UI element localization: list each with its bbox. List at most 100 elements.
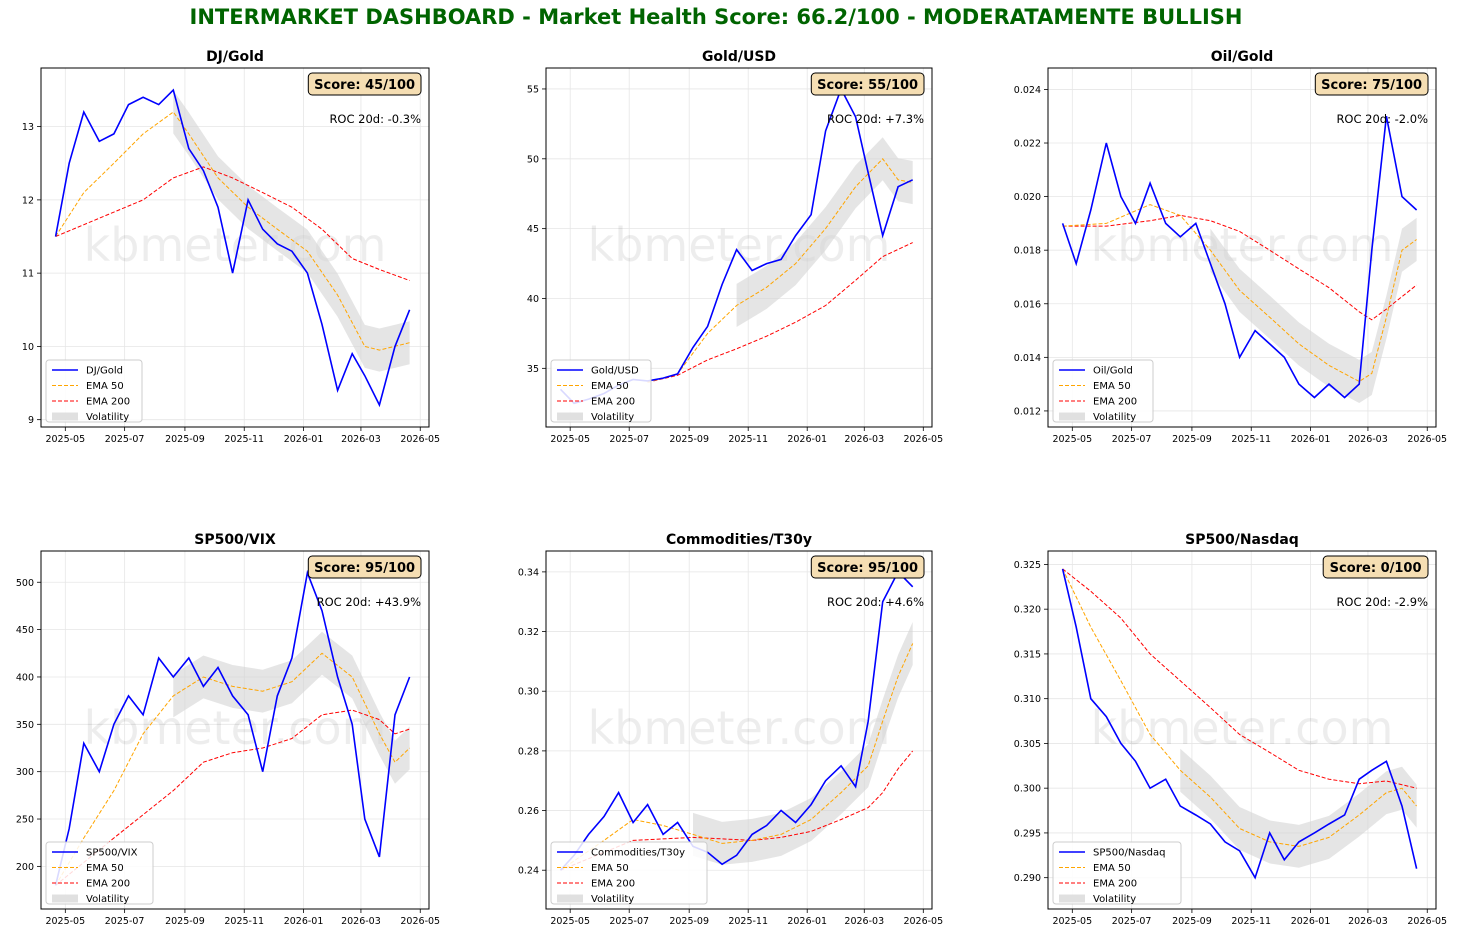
x-tick-label: 2026-01 [1291, 434, 1331, 445]
x-tick-label: 2025-05 [1052, 916, 1092, 927]
panel-title: Commodities/T30y [666, 532, 812, 548]
x-tick-label: 2026-03 [341, 916, 381, 927]
plot-frame [545, 67, 933, 428]
score-box [1314, 72, 1429, 96]
legend-label: EMA 50 [86, 381, 124, 392]
legend-label: Volatility [86, 894, 129, 905]
panel-title: DJ/Gold [206, 49, 264, 65]
y-tick-label: 0.315 [1014, 649, 1041, 660]
y-tick-label: 0.30 [518, 687, 539, 698]
x-tick-label: 2025-09 [165, 916, 205, 927]
x-tick-label: 2025-09 [669, 434, 709, 445]
y-tick-label: 0.305 [1014, 739, 1041, 750]
y-tick-label: 0.300 [1014, 784, 1041, 795]
x-tick-label: 2026-01 [1291, 916, 1331, 927]
chart-panel-3: kbmeter.com 2025-05 2025-07 2025-09 2025-11 2… [16, 532, 440, 927]
legend-box [1052, 841, 1182, 905]
y-tick-label: 0.310 [1014, 694, 1041, 705]
legend-swatch [557, 412, 583, 421]
score-box [1322, 555, 1429, 579]
watermark: kbmeter.com [588, 701, 891, 755]
x-tick-label: 2025-09 [165, 434, 205, 445]
y-tick-label: 0.014 [1014, 353, 1041, 364]
y-tick-label: 40 [527, 294, 539, 305]
legend-label: Oil/Gold [1093, 366, 1133, 377]
chart-panel-1: kbmeter.com 2025-05 2025-07 2025-09 2025-11 2… [527, 49, 943, 445]
price-line [1061, 568, 1418, 880]
legend-label: EMA 50 [1093, 381, 1131, 392]
y-tick-label: 35 [527, 364, 539, 375]
plot-frame [1047, 67, 1437, 428]
x-tick-label: 2025-11 [1231, 916, 1271, 927]
ema200-line [55, 166, 410, 281]
y-tick-label: 0.34 [518, 567, 539, 578]
legend-label: EMA 200 [1093, 397, 1137, 408]
y-tick-label: 400 [16, 672, 34, 683]
legend-swatch [557, 894, 583, 903]
x-tick-label: 2026-05 [903, 916, 943, 927]
x-tick-label: 2025-07 [609, 434, 649, 445]
legend-label: Volatility [86, 412, 129, 423]
volatility-band [693, 622, 913, 865]
x-tick-label: 2026-05 [400, 434, 440, 445]
volatility-band [173, 631, 410, 784]
score-label: Score: 95/100 [817, 561, 918, 576]
legend-label: Volatility [1093, 894, 1136, 905]
y-tick-label: 0.320 [1014, 605, 1041, 616]
ema200-line [55, 709, 410, 886]
roc-label: ROC 20d: -2.0% [1336, 112, 1428, 126]
legend-label: EMA 200 [591, 879, 635, 890]
x-tick-label: 2025-05 [1052, 434, 1092, 445]
ema50-line [55, 111, 410, 351]
panel-title: SP500/VIX [194, 532, 276, 548]
x-tick-label: 2026-01 [284, 434, 324, 445]
legend-label: EMA 200 [591, 397, 635, 408]
legend-label: EMA 50 [591, 381, 629, 392]
score-label: Score: 55/100 [817, 78, 918, 93]
x-tick-label: 2026-01 [787, 434, 827, 445]
legend-box [45, 841, 154, 905]
y-tick-label: 0.022 [1014, 139, 1041, 150]
price-line [1061, 116, 1418, 399]
legend-label: SP500/VIX [86, 848, 138, 859]
x-tick-label: 2025-05 [550, 434, 590, 445]
roc-label: ROC 20d: +43.9% [317, 595, 421, 609]
watermark: kbmeter.com [84, 701, 387, 755]
y-tick-label: 0.024 [1014, 85, 1041, 96]
x-tick-label: 2025-05 [45, 434, 85, 445]
plot-frame [40, 550, 430, 910]
legend-label: Commodities/T30y [591, 848, 685, 859]
legend-label: SP500/Nasdaq [1093, 848, 1165, 859]
price-line [54, 569, 411, 886]
legend-label: DJ/Gold [86, 366, 123, 377]
ema200-line [1062, 568, 1417, 789]
x-tick-label: 2025-07 [1112, 916, 1152, 927]
y-tick-label: 12 [22, 195, 34, 206]
ema50-line [1062, 568, 1417, 847]
x-tick-label: 2026-05 [400, 916, 440, 927]
roc-label: ROC 20d: +7.3% [827, 112, 924, 126]
score-label: Score: 75/100 [1321, 78, 1422, 93]
legend-label: Volatility [591, 894, 634, 905]
x-tick-label: 2026-05 [1407, 434, 1447, 445]
volatility-band [1180, 748, 1417, 868]
y-tick-label: 450 [16, 625, 34, 636]
legend-swatch [1059, 412, 1085, 421]
score-box [810, 555, 925, 579]
ema50-line [647, 158, 913, 383]
y-tick-label: 250 [16, 815, 34, 826]
x-tick-label: 2026-03 [1348, 916, 1388, 927]
y-tick-label: 0.295 [1014, 828, 1041, 839]
panel-title: Gold/USD [702, 49, 776, 65]
y-tick-label: 0.020 [1014, 192, 1041, 203]
x-tick-label: 2026-05 [1407, 916, 1447, 927]
watermark: kbmeter.com [1091, 218, 1394, 272]
legend-swatch [52, 894, 78, 903]
x-tick-label: 2026-01 [284, 916, 324, 927]
y-tick-label: 0.012 [1014, 406, 1041, 417]
score-box [810, 72, 925, 96]
y-tick-label: 9 [28, 415, 34, 426]
x-tick-label: 2025-09 [1172, 434, 1212, 445]
x-tick-label: 2025-07 [105, 916, 145, 927]
x-tick-label: 2025-09 [669, 916, 709, 927]
